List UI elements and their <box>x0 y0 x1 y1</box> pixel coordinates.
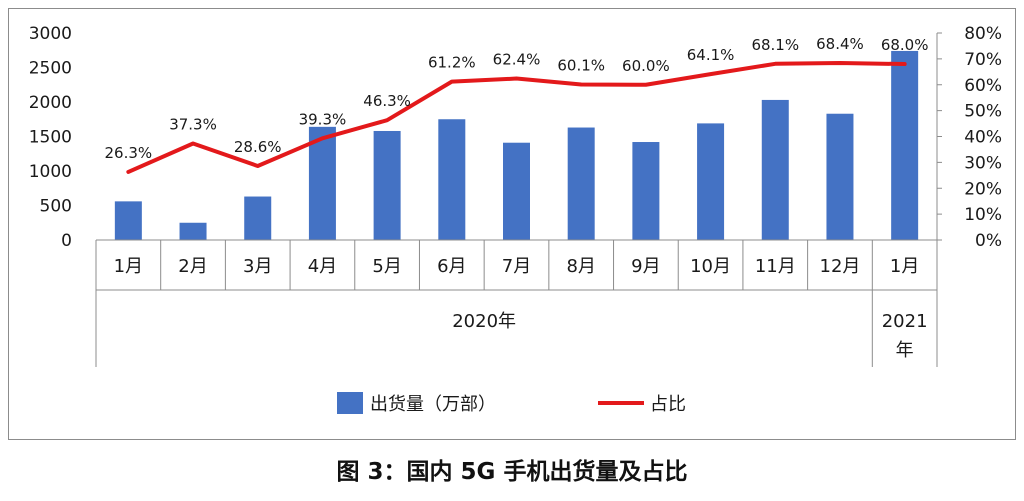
bar <box>826 113 854 240</box>
bar <box>114 201 142 240</box>
x-category-label: 9月 <box>631 256 660 277</box>
y-right-tick-label: 0% <box>975 231 1002 251</box>
share-data-label: 64.1% <box>687 46 735 64</box>
bar <box>308 126 336 240</box>
bar <box>179 222 207 240</box>
x-group-label: 年 <box>896 340 914 361</box>
y-right-tick-label: 50% <box>964 102 1002 122</box>
combo-chart: 0 500 1000 1500 2000 2500 3000 0% 10% 20% 30% 40% 50… <box>29 24 1002 415</box>
x-category-label: 4月 <box>308 256 337 277</box>
y-right-tick-label: 10% <box>964 205 1002 225</box>
x-category-label: 1月 <box>114 256 143 277</box>
bar <box>761 99 789 241</box>
share-data-label: 60.1% <box>557 56 605 74</box>
share-data-label: 60.0% <box>622 57 670 75</box>
y-right-tick-label: 20% <box>964 179 1002 199</box>
y-left-tick-label: 0 <box>61 231 72 251</box>
x-category-label: 1月 <box>890 256 919 277</box>
x-category-label: 12月 <box>820 256 861 277</box>
x-category-label: 6月 <box>437 256 466 277</box>
x-category-label: 7月 <box>502 256 531 277</box>
legend-bar-swatch <box>337 392 363 414</box>
y-left-tick-label: 1500 <box>29 128 72 148</box>
bar <box>244 196 272 240</box>
share-data-label: 46.3% <box>363 92 411 110</box>
y-right-tick-label: 80% <box>964 24 1002 44</box>
bar <box>373 130 401 240</box>
share-data-label: 61.2% <box>428 54 476 72</box>
x-category-label: 5月 <box>372 256 401 277</box>
share-data-label: 37.3% <box>169 115 217 133</box>
bar <box>697 123 725 240</box>
bar <box>503 142 530 240</box>
x-group-label: 2021 <box>882 311 928 332</box>
y-left-tick-label: 2500 <box>29 59 72 79</box>
legend-line-label: 占比 <box>650 394 686 415</box>
x-category-label: 2月 <box>178 256 207 277</box>
bar <box>891 50 919 240</box>
share-data-label: 68.4% <box>816 35 864 53</box>
share-data-label: 68.1% <box>751 36 799 54</box>
x-category-label: 3月 <box>243 256 272 277</box>
share-line <box>126 61 907 174</box>
bar <box>632 142 660 240</box>
x-category-label: 8月 <box>566 256 595 277</box>
bar <box>438 119 466 240</box>
chart-frame <box>8 8 1016 440</box>
share-data-label: 68.0% <box>881 36 929 54</box>
y-left-tick-label: 3000 <box>29 24 72 44</box>
y-right-tick-label: 60% <box>964 76 1002 96</box>
y-right-tick-label: 30% <box>964 153 1002 173</box>
share-data-label: 28.6% <box>234 138 282 156</box>
y-left-tick-label: 2000 <box>29 93 72 113</box>
x-category-label: 11月 <box>755 256 796 277</box>
y-left-tick-label: 500 <box>40 197 72 217</box>
figure-caption: 图 3：国内 5G 手机出货量及占比 <box>336 459 688 485</box>
x-category-label: 10月 <box>690 256 731 277</box>
y-right-tick-label: 70% <box>964 50 1002 70</box>
y-left-tick-label: 1000 <box>29 162 72 182</box>
legend-bar-label: 出货量（万部） <box>370 394 496 415</box>
bar <box>567 127 595 240</box>
x-group-label: 2020年 <box>452 311 516 332</box>
share-data-label: 62.4% <box>493 51 541 69</box>
share-data-label: 26.3% <box>105 144 153 162</box>
y-right-tick-label: 40% <box>964 128 1002 148</box>
share-data-label: 39.3% <box>299 110 347 128</box>
